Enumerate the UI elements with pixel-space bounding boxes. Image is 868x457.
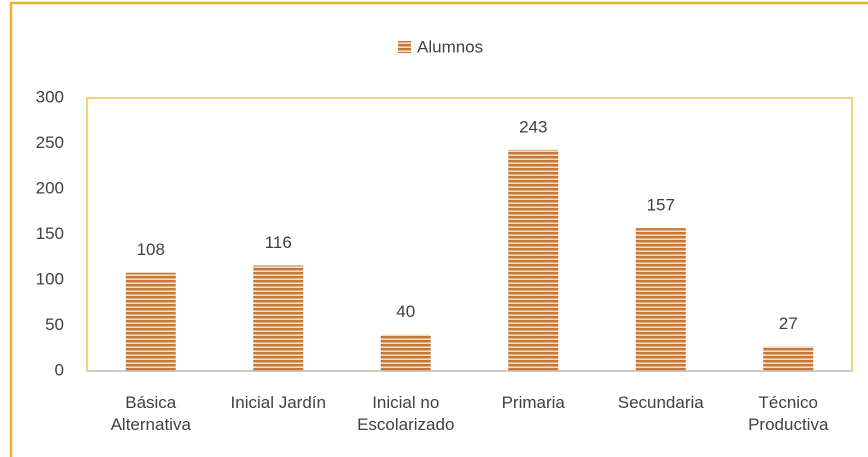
y-tick-label: 0 [55,360,64,379]
chart-border [9,1,868,457]
y-tick-label: 200 [36,178,64,197]
plot-border [86,97,853,372]
value-label: 157 [647,196,675,215]
legend-label: Alumnos [417,37,483,56]
value-label: 243 [519,117,547,136]
y-tick-label: 150 [36,224,64,243]
x-tick-label: Básica Alternativa [110,393,191,434]
x-tick-label: Primaria [501,393,565,412]
value-label: 27 [779,314,798,333]
legend-swatch [398,41,411,53]
y-tick-label: 100 [36,269,64,288]
bar [508,149,559,371]
x-tick-label: Técnico Productiva [748,393,829,434]
y-tick-label: 300 [36,87,64,106]
y-tick-label: 50 [45,315,64,334]
x-tick-label: Inicial no Escolarizado [357,393,455,434]
value-label: 108 [137,240,165,259]
bar [763,346,814,371]
bar [635,228,686,371]
bar [253,265,304,371]
bar [125,272,176,371]
x-tick-label: Inicial Jardín [230,393,326,412]
y-tick-label: 250 [36,133,64,152]
value-label: 40 [396,302,415,321]
bar [380,334,431,371]
value-label: 116 [265,233,292,252]
x-tick-label: Secundaria [617,393,704,412]
